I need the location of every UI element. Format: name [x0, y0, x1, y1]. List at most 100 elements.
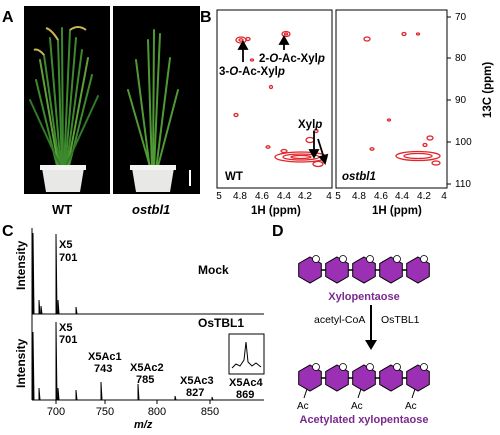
hsqc-ostbl1-peaks	[363, 31, 441, 166]
reaction-arrow	[365, 305, 377, 350]
panel-a-letter: A	[2, 9, 14, 26]
acetyl-bond	[357, 388, 362, 399]
svg-text:827: 827	[186, 387, 204, 399]
wt-label: WT	[52, 202, 72, 217]
panel-c-letter: C	[2, 223, 14, 240]
hsqc-wt-xaxis: 5 4.8 4.6 4.4 4.2 4	[216, 191, 332, 202]
hsqc-ylabel: 13C (ppm)	[482, 62, 494, 118]
acetyl-label: Ac	[405, 401, 417, 412]
svg-text:750: 750	[96, 406, 114, 418]
ms-tbl-ylabel: Intensity	[14, 338, 28, 388]
svg-text:4.4: 4.4	[395, 191, 409, 202]
ms-xaxis: 700 750 800 850	[47, 400, 219, 418]
svg-text:4.4: 4.4	[277, 191, 291, 202]
svg-text:4.6: 4.6	[374, 191, 388, 202]
svg-text:4.6: 4.6	[255, 191, 269, 202]
ms-mock-spectrum	[32, 232, 78, 315]
xylose-residue	[352, 256, 376, 284]
hsqc-wt-peaks	[233, 30, 328, 168]
svg-text:110: 110	[455, 179, 471, 190]
ann-2-o-ac-xylp: 2-O-Ac-Xylp	[259, 53, 325, 65]
acetyl-label: Ac	[297, 401, 309, 412]
svg-text:743: 743	[94, 363, 112, 375]
panel-b-letter: B	[200, 9, 212, 26]
ring-oxygen	[420, 363, 428, 371]
svg-text:X5Ac3: X5Ac3	[180, 375, 214, 387]
svg-text:4.2: 4.2	[298, 191, 312, 202]
acetylated-xylopentaose-chain: Ac Ac Ac	[297, 363, 430, 412]
xylopentaose-label: Xylopentaose	[328, 291, 400, 303]
svg-text:5: 5	[216, 191, 222, 202]
svg-text:X5: X5	[59, 322, 72, 334]
svg-text:X5Ac4: X5Ac4	[229, 377, 264, 389]
svg-text:4: 4	[326, 191, 332, 202]
xylopentaose-chain	[298, 255, 430, 284]
ms-tbl-peak-labels: X5 701 X5Ac1 743 X5Ac2 785 X5Ac3 827 X5A…	[59, 322, 264, 401]
svg-text:701: 701	[59, 334, 77, 346]
reagent-ostbl1: OsTBL1	[381, 314, 420, 326]
hsqc-ostbl1-xlabel: 1H (ppm)	[372, 205, 422, 217]
ms-mock-label: Mock	[198, 263, 229, 277]
svg-text:800: 800	[148, 406, 166, 418]
xylose-residue	[379, 364, 403, 392]
svg-text:850: 850	[201, 406, 219, 418]
svg-text:869: 869	[236, 389, 254, 401]
ring-oxygen	[312, 255, 320, 263]
acetyl-bond	[303, 388, 308, 399]
xylose-residue	[379, 256, 403, 284]
svg-text:X5Ac1: X5Ac1	[88, 351, 122, 363]
acetylated-xylopentaose-label: Acetylated xylopentaose	[300, 414, 429, 426]
svg-text:5: 5	[335, 191, 341, 202]
svg-text:80: 80	[455, 53, 467, 64]
xylose-residue	[406, 256, 430, 284]
xylose-residue	[325, 256, 349, 284]
ring-oxygen	[393, 255, 401, 263]
ms-tbl-spectrum	[32, 321, 214, 401]
hsqc-wt-label: WT	[225, 171, 243, 183]
acetyl-bond	[411, 388, 416, 399]
svg-text:100: 100	[455, 137, 472, 148]
hsqc-yaxis: 70 80 90 100 110	[447, 12, 472, 190]
hsqc-ostbl1-label: ostbl1	[342, 171, 376, 183]
hsqc-ostbl1-xaxis: 5 4.8 4.6 4.4 4.2 4	[335, 191, 447, 202]
hsqc-ostbl1-frame	[335, 9, 448, 189]
ann-xylp: Xylp	[298, 119, 322, 131]
ms-xlabel: m/z	[134, 419, 153, 431]
ostbl1-label: ostbl1	[132, 202, 170, 217]
ring-oxygen	[339, 255, 347, 263]
xylose-residue	[298, 256, 322, 284]
xylose-residue	[298, 364, 322, 392]
ms-mock-peak-name: X5	[59, 239, 72, 251]
svg-text:4: 4	[441, 191, 447, 202]
ms-tbl-label: OsTBL1	[198, 316, 244, 330]
xylose-residue	[352, 364, 376, 392]
panel-d-letter: D	[272, 223, 284, 240]
ostbl1-plant-photo	[113, 6, 200, 194]
wt-plant-photo	[24, 6, 110, 194]
ring-oxygen	[312, 363, 320, 371]
ms-mock-peak-mz: 701	[59, 252, 77, 264]
ring-oxygen	[393, 363, 401, 371]
reagent-acetyl-coa: acetyl-CoA	[314, 314, 365, 326]
svg-text:785: 785	[136, 374, 154, 386]
ms-mock-ylabel: Intensity	[14, 240, 28, 290]
ms-axes	[31, 228, 264, 401]
ring-oxygen	[420, 255, 428, 263]
svg-text:70: 70	[455, 12, 467, 23]
hsqc-annotation-arrows	[237, 35, 329, 165]
ring-oxygen	[366, 255, 374, 263]
ring-oxygen	[366, 363, 374, 371]
hsqc-wt-frame	[216, 9, 333, 189]
hsqc-wt-xlabel: 1H (ppm)	[251, 205, 301, 217]
ann-3-o-ac-xylp: 3-O-Ac-Xylp	[219, 66, 285, 78]
xylose-residue	[406, 364, 430, 392]
svg-text:4.8: 4.8	[352, 191, 366, 202]
acetyl-label: Ac	[351, 401, 363, 412]
svg-text:4.8: 4.8	[233, 191, 247, 202]
svg-text:90: 90	[455, 95, 467, 106]
xylose-residue	[325, 364, 349, 392]
ring-oxygen	[339, 363, 347, 371]
ms-inset-box	[228, 333, 265, 375]
svg-text:X5Ac2: X5Ac2	[130, 362, 164, 374]
svg-text:700: 700	[47, 406, 65, 418]
